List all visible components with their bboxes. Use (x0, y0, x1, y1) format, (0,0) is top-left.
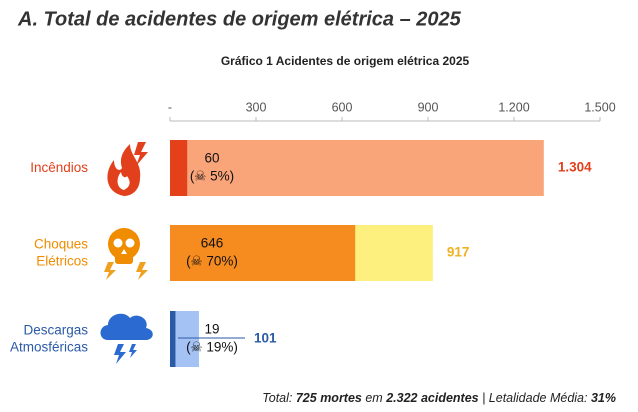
footer-text: 725 mortes (295, 391, 362, 405)
deaths-label: 646 (201, 236, 224, 251)
total-label: 101 (254, 331, 277, 346)
chart-title: Gráfico 1 Acidentes de origem elétrica 2… (221, 54, 470, 68)
x-tick-label: 600 (332, 100, 353, 114)
lethality-label: (☠ 19%) (186, 340, 238, 355)
footer-text: 2.322 acidentes (386, 391, 479, 405)
skull-icon (104, 228, 148, 280)
bar (170, 311, 176, 367)
lethality-label: (☠ 5%) (190, 169, 234, 184)
category-label: Incêndios (30, 160, 88, 175)
category-line: Descargas (23, 322, 88, 337)
category-label: Choques Elétricos (34, 236, 88, 268)
category-line: Atmosféricas (10, 339, 88, 354)
heading: A. Total de acidentes de origem elétrica… (17, 8, 462, 30)
footer-text: | Letalidade Média: (478, 391, 591, 405)
lethality-label: (☠ 70%) (186, 254, 238, 269)
deaths-label: 19 (204, 322, 219, 337)
x-tick-label: 1.500 (584, 100, 615, 114)
footer: Total: 725 mortes em 2.322 acidentes | L… (255, 377, 616, 405)
category-line: Choques (34, 236, 88, 251)
category-label: Descargas Atmosféricas (10, 322, 88, 354)
category-line: Incêndios (30, 160, 88, 175)
storm-icon (100, 313, 153, 364)
bar (170, 140, 544, 196)
x-tick-label: - (168, 100, 172, 114)
bar (170, 225, 356, 281)
footer-text: em (361, 391, 387, 405)
fire-icon (107, 142, 148, 196)
total-label: 917 (447, 245, 470, 260)
footer-text: 31% (590, 391, 616, 405)
footer-text: Total: (262, 391, 296, 405)
x-tick-label: 900 (418, 100, 439, 114)
x-tick-label: 1.200 (498, 100, 529, 114)
deaths-label: 60 (204, 151, 219, 166)
total-label: 1.304 (558, 160, 592, 175)
x-tick-label: 300 (246, 100, 267, 114)
category-line: Elétricos (36, 253, 88, 268)
bar (170, 140, 188, 196)
